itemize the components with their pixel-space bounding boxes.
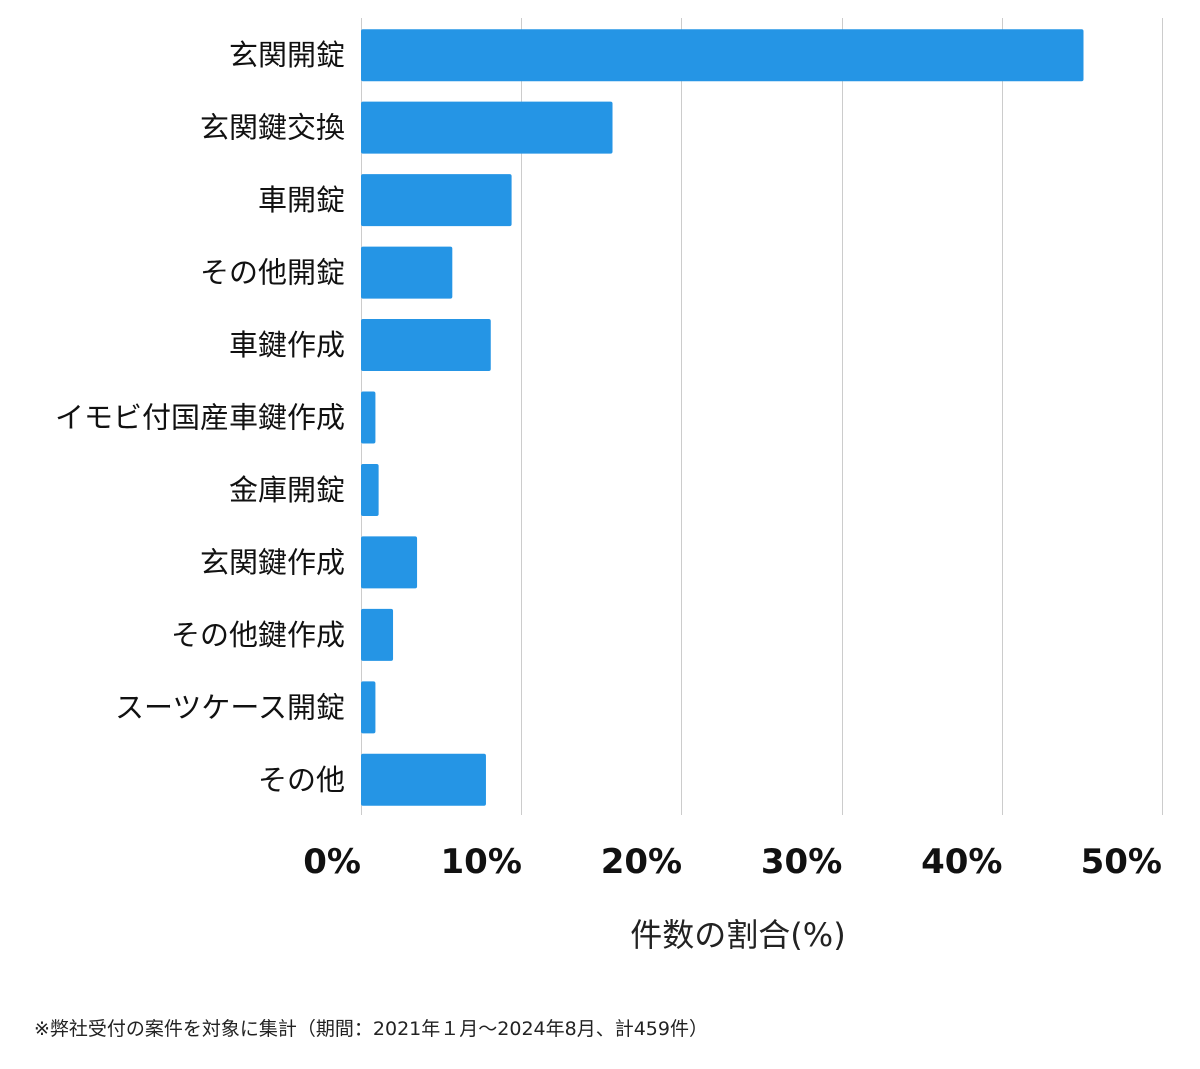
bar [361,29,1084,82]
bar [361,463,379,516]
bar [361,536,418,589]
bar [361,753,486,806]
bar [361,246,453,299]
bar [361,101,613,154]
x-tick-label: 20% [601,842,682,882]
category-label: スーツケース開錠 [115,690,345,724]
category-label: 車鍵作成 [229,328,345,362]
bar [361,391,376,444]
category-labels: 玄関開錠玄関鍵交換車開錠その他開錠車鍵作成イモビ付国産車鍵作成金庫開錠玄関鍵作成… [55,38,345,797]
category-label: 玄関鍵交換 [200,111,345,145]
bar [361,319,491,372]
bars [361,29,1084,806]
x-tick-label: 10% [441,842,522,882]
category-label: その他鍵作成 [171,618,345,652]
category-label: 金庫開錠 [229,473,345,507]
bar [361,608,394,661]
footnote: ※弊社受付の案件を対象に集計（期間：2021年１月～2024年8月、計459件） [34,1018,708,1040]
x-tick-label: 50% [1081,842,1162,882]
category-label: イモビ付国産車鍵作成 [55,401,345,435]
category-label: その他開錠 [200,256,345,290]
x-axis-title: 件数の割合(%) [630,916,845,954]
x-tick-label: 40% [921,842,1002,882]
bar [361,681,376,734]
category-label: 玄関鍵作成 [200,545,345,579]
category-label: 車開錠 [258,183,345,217]
x-tick-label: 30% [761,842,842,882]
x-tick-labels: 0% 10% 20% 30% 40% 50% [303,842,1162,882]
category-label: 玄関開錠 [229,38,345,72]
x-tick-label: 0% [303,842,361,882]
category-label: その他 [258,763,345,797]
bar [361,174,512,227]
